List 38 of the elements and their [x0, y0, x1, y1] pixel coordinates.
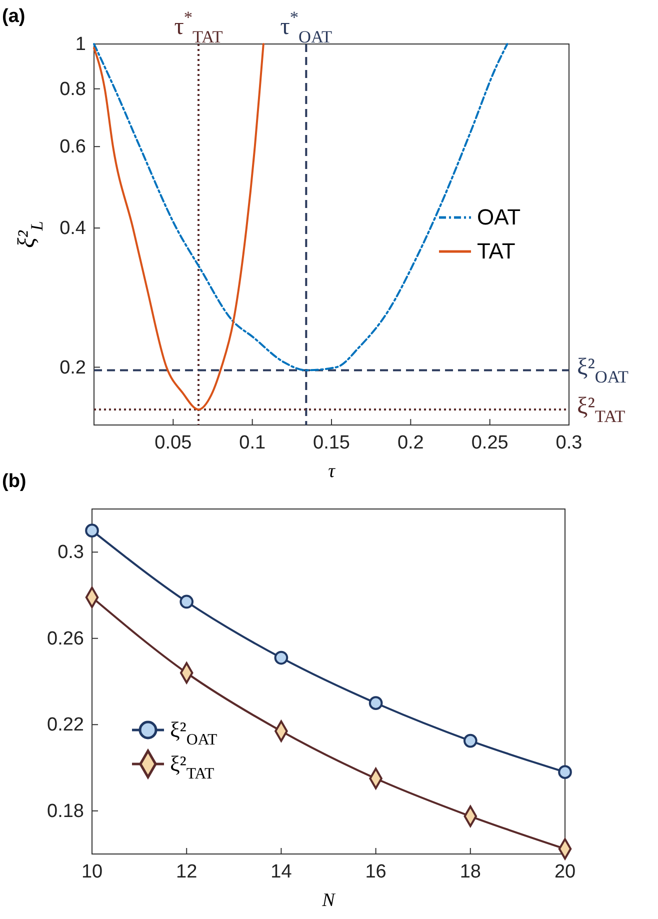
text: (b)	[2, 471, 26, 492]
x-tick-label: 18	[460, 861, 481, 882]
y-tick-label: 1	[75, 34, 86, 56]
point	[558, 765, 572, 779]
legend-label: ξ²$_{TAT}$	[170, 751, 214, 783]
x-tick-label: 16	[365, 861, 386, 882]
point	[368, 696, 383, 710]
y-tick-label: 0.2	[60, 357, 86, 378]
x-tick-label: 20	[554, 861, 576, 882]
x-tick-label: 0.2	[397, 432, 424, 454]
ref-line-label: ξ²$_{TAT}$	[577, 394, 626, 426]
x-tick-label: 0.1	[239, 432, 266, 454]
point	[274, 650, 288, 665]
x-tick-label: 0.15	[313, 432, 350, 454]
x-tick-label: 10	[81, 861, 103, 882]
legend-label: ξ²$_{OAT}$	[170, 717, 218, 749]
y-tick-label: 0.6	[60, 136, 86, 158]
point	[180, 594, 194, 609]
y-tick-label: 0.8	[60, 78, 86, 100]
legend-label: OAT	[477, 204, 521, 230]
x-tick-label: 0.25	[471, 432, 508, 454]
line-series	[93, 43, 264, 411]
y-tick-label: 0.22	[47, 714, 84, 736]
x-tick-label: 0.3	[556, 432, 582, 454]
point	[463, 734, 478, 748]
x-axis-title: N	[321, 890, 336, 911]
x-tick-label: 12	[176, 861, 198, 882]
y-tick-label: 0.4	[60, 218, 86, 240]
x-axis-title: τ	[328, 461, 336, 482]
y-tick-label: 0.18	[47, 800, 84, 822]
y-tick-label: 0.3	[58, 542, 84, 564]
text: (a)	[2, 6, 26, 27]
x-tick-label: 14	[270, 861, 292, 882]
point	[85, 524, 99, 538]
y-tick-label: 0.26	[47, 628, 84, 650]
x-tick-label: 0.05	[154, 432, 192, 454]
ref-line-label: ξ²$_{OAT}$	[577, 354, 629, 387]
legend-label: TAT	[477, 238, 516, 264]
